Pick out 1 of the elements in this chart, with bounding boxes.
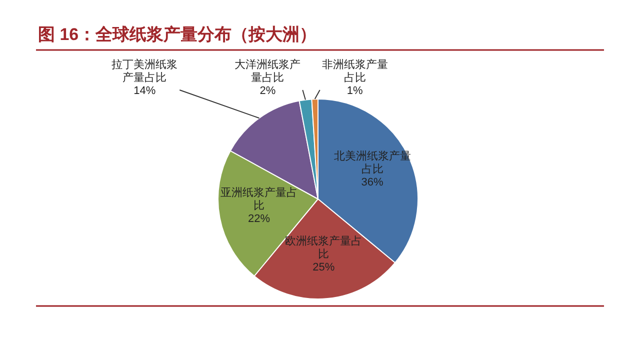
title: 图 16：全球纸浆产量分布（按大洲） xyxy=(38,25,317,44)
